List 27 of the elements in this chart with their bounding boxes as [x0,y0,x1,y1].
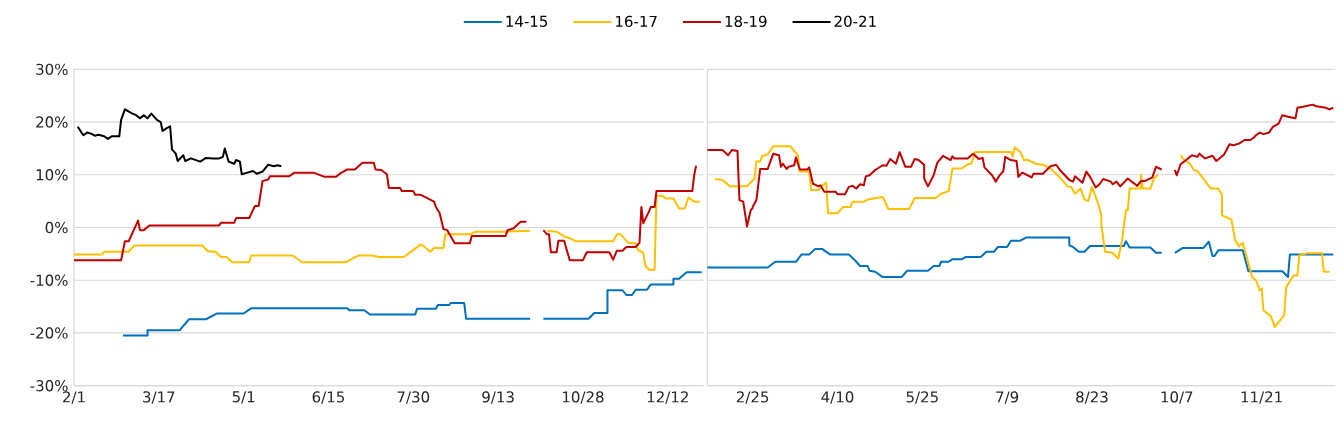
x-tick-label: 10/7 [1161,391,1193,404]
legend-label: 18-19 [725,15,767,28]
legend-label: 14-15 [506,15,548,27]
x-tick-label: 3/17 [143,391,175,404]
x-tick-label: 5/25 [906,391,938,404]
x-tick-label: 8/23 [1076,391,1108,404]
legend-label: 20-21 [834,15,876,28]
x-tick-label: 5/1 [232,391,255,404]
y-tick-label: 30% [36,63,68,75]
x-tick-label: 9/13 [482,391,514,404]
y-tick-label: -20% [30,327,68,339]
x-tick-label: 2/25 [736,391,769,404]
y-tick-label: 20% [36,116,68,128]
x-tick-label: 11/21 [1241,391,1282,404]
line-series [76,108,283,176]
x-tick-label: 10/28 [562,391,604,404]
x-tick-label: 4/10 [821,391,854,404]
y-tick-label: -10% [30,274,68,286]
x-tick-label: 6/15 [312,391,344,404]
x-tick-label: 7/30 [397,391,430,404]
x-tick-label: 2/1 [63,391,85,404]
x-tick-label: 7/9 [996,391,1019,404]
y-tick-label: -30% [30,380,68,392]
legend-label: 16-17 [616,15,657,28]
y-tick-label: 0% [45,221,68,234]
x-tick-label: 12/12 [647,391,688,404]
y-tick-label: 10% [36,169,68,181]
